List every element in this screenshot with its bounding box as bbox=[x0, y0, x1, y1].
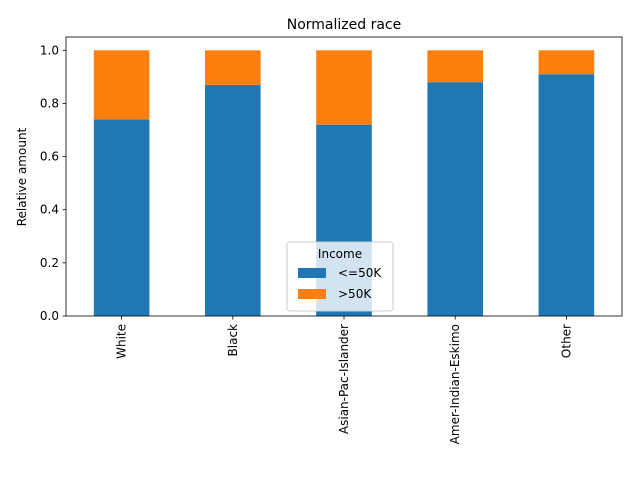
y-axis-label: Relative amount bbox=[15, 127, 29, 226]
y-tick-label: 1.0 bbox=[40, 43, 59, 57]
y-tick-label: 0.4 bbox=[40, 203, 59, 217]
y-tick-label: 0.2 bbox=[40, 256, 59, 270]
legend-label-gt50k: >50K bbox=[338, 287, 372, 301]
x-axis-ticks: White Black Asian-Pac-Islander Amer-Indian-… bbox=[115, 316, 573, 444]
legend-title: Income bbox=[318, 247, 362, 261]
legend-label-le50k: <=50K bbox=[338, 266, 382, 280]
y-axis-ticks: 0.0 0.2 0.4 0.6 0.8 1.0 bbox=[40, 43, 66, 323]
bar-gt50k-4 bbox=[538, 50, 595, 75]
chart-title: Normalized race bbox=[287, 17, 402, 33]
bar-le50k-4 bbox=[538, 74, 595, 316]
legend-swatch-gt50k bbox=[298, 289, 326, 299]
legend-swatch-le50k bbox=[298, 268, 326, 278]
bar-le50k-0 bbox=[93, 119, 150, 316]
y-tick-label: 0.8 bbox=[40, 96, 59, 110]
bar-le50k-3 bbox=[427, 82, 483, 317]
plot-frame bbox=[65, 36, 623, 317]
bar-gt50k-0 bbox=[93, 50, 150, 120]
y-tick-label: 0.6 bbox=[40, 150, 59, 164]
bar-gt50k-3 bbox=[427, 50, 483, 83]
legend: Income <=50K >50K bbox=[286, 241, 394, 312]
x-tick-label: Other bbox=[559, 324, 573, 358]
x-tick-label: White bbox=[115, 324, 129, 359]
bar-le50k-1 bbox=[205, 84, 261, 316]
x-tick-label: Asian-Pac-Islander bbox=[337, 324, 351, 434]
y-tick-label: 0.0 bbox=[40, 309, 59, 323]
x-tick-label: Black bbox=[226, 324, 240, 357]
bar-gt50k-2 bbox=[316, 50, 372, 125]
x-tick-label: Amer-Indian-Eskimo bbox=[448, 324, 462, 444]
bar-gt50k-1 bbox=[205, 50, 261, 85]
